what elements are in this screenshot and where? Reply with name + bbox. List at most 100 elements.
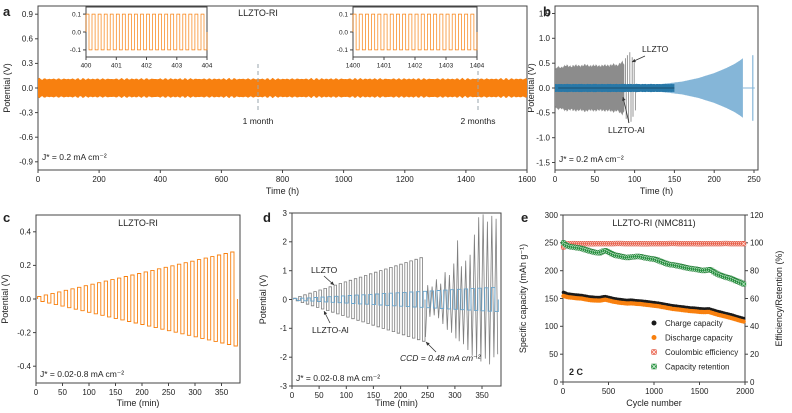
chart-element: 200 [394,391,408,400]
chart-element: 0.9 [22,10,34,19]
series [293,214,499,365]
label-llzto-al-d: LLZTO-Al [312,325,349,335]
y-axis: 0.9 0.6 0.3 0.0 -0.3 -0.6 -0.9 Potential (V) [2,10,38,167]
charge-capacity [561,290,746,321]
chart-element: 0.4 [20,228,32,237]
chart-element: 150 [545,294,559,303]
chart-element: 50 [590,175,599,184]
chart-element: 402 [141,63,152,70]
current-density-d: J* = 0.02-0.8 mA cm⁻² [296,373,380,383]
chart-element: 250 [747,175,761,184]
discharge-capacity [561,293,746,324]
chart-element: 0.1 [72,11,81,18]
chart-element: -3 [280,382,288,391]
chart-element: -1 [280,324,288,333]
chart-element: 50 [549,350,558,359]
legend-label: Discharge capacity [665,334,733,343]
chart-element [741,319,746,324]
current-density-a: J* = 0.2 mA cm⁻² [42,152,107,162]
chart-element: 100 [340,391,354,400]
x-axis: 0 50 100 150 200 250 300 350 Time (min) [34,383,229,408]
chart-element: 1200 [396,175,414,184]
chart-element: 250 [421,391,435,400]
chart-element: 0 [750,378,755,387]
chart-element: -0.1 [70,47,82,54]
chart-element: 150 [668,175,682,184]
chart-element: 1000 [335,175,353,184]
plot-frame [35,214,241,384]
x-axis-label: Cycle number [626,398,682,408]
chart-element [622,96,630,124]
chart-element: 200 [708,175,722,184]
chart-element: 0 [561,387,566,396]
chart-element: 150 [109,388,123,397]
y-axis: 0 50 100 150 200 250 300 Specific capacity (mAh… [518,211,563,387]
chart-element: 100 [545,322,559,331]
chart-element: 50 [58,388,67,397]
y-axis: 0.4 0.2 0.0 -0.2 -0.4 Potential (V) [0,228,36,371]
chart-element: 0.0 [22,84,34,93]
panel-letter-a: a [3,4,11,19]
chart-element: 350 [215,388,229,397]
chart-element: 3 [283,209,288,218]
x-axis: 0 200 400 600 800 1000 1200 1400 1600 Time (h) [36,170,536,196]
legend-label: Charge capacity [665,319,723,328]
c-rate: 2 C [569,367,584,377]
x-axis-label: Time (h) [266,186,299,196]
panel-b: 0 50 100 150 200 250 Time (h) 1.5 1.0 0.5 0.0 -0.5 -… [528,4,761,196]
series [85,13,208,51]
chart-element: 1402 [408,63,423,70]
inset-wave-1400h [352,13,478,51]
label-llzto-al: LLZTO-Al [608,125,645,135]
y-axis: 3 2 1 0 -1 -2 -3 Potential (V) [258,209,292,391]
chart-element [651,320,657,326]
chart-element: 1.0 [539,34,551,43]
chart-element: -2 [280,353,288,362]
chart-element: 400 [81,63,92,70]
chart-element: 1403 [439,63,454,70]
chart-element: 150 [367,391,381,400]
chart-element: 0 [34,388,39,397]
llzto-al-fan [637,58,743,118]
legend-label: Capacity retention [665,363,729,372]
chart-element: 800 [276,175,290,184]
series [38,77,527,99]
chart-element: -1.5 [536,158,550,167]
chart-element: 0.6 [22,35,34,44]
chart-element: 403 [171,63,182,70]
chart-element: 250 [545,239,559,248]
chart-element: -0.4 [17,362,31,371]
chart-element: 0.5 [539,59,551,68]
chart-element [651,363,657,370]
chart-element [323,311,328,315]
chart-element: 1400 [346,63,361,70]
y2-axis-label: Efficiency/Retention (%) [774,251,784,347]
chart-element: 300 [188,388,202,397]
chart-element: 0 [290,391,295,400]
chart-element: 350 [475,391,489,400]
y-axis-label: Potential (V) [0,274,10,324]
label-llzto: LLZTO [642,44,669,54]
series [555,52,755,123]
chart-element: -0.9 [19,158,33,167]
chart-element: 0 [553,175,558,184]
chart-element: 1 [283,267,288,276]
series [352,13,478,51]
chart-element: -0.1 [337,47,349,54]
chart-element: 1600 [518,175,536,184]
chart-element: 0.0 [20,295,32,304]
chart-element: 40 [750,322,759,331]
chart-element [426,342,430,346]
chart-element: 1500 [691,387,709,396]
chart-element [330,281,334,285]
ccd-value: CCD = 0.48 mA cm⁻² [400,353,482,363]
chart-element [651,335,657,340]
panel-letter-c: c [3,210,10,225]
y-axis-label: Potential (V) [528,63,536,113]
panel-letter-d: d [263,210,271,225]
y2-axis: 0 20 40 60 80 100 120 Efficiency/Retention (%) [745,211,784,387]
chart-element: 1.5 [539,9,551,18]
chart-element: 250 [162,388,176,397]
x-axis: 1400 1401 1402 1403 1404 [346,57,485,70]
